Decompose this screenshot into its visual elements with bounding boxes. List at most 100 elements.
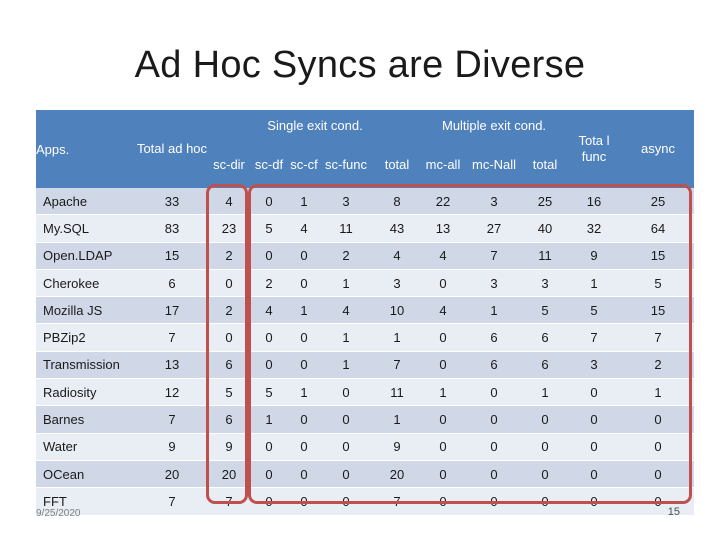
app-name: Water bbox=[36, 433, 136, 461]
total-ad-hoc-cell: 7 bbox=[136, 487, 208, 516]
total-ad-hoc-cell: 33 bbox=[136, 188, 208, 216]
sc-cf-cell: 0 bbox=[288, 242, 320, 270]
app-name: Apache bbox=[36, 188, 136, 216]
ad-hoc-sync-table: Apps. Total ad hoc Single exit cond. Mul… bbox=[36, 110, 695, 516]
mc-nall-cell: 3 bbox=[464, 188, 525, 216]
total-func-cell: 3 bbox=[566, 351, 623, 380]
sc-cf-cell: 0 bbox=[288, 405, 320, 434]
sc-df-cell: 0 bbox=[250, 242, 288, 270]
header-sc-func: sc-func bbox=[320, 142, 372, 188]
total-func-cell: 32 bbox=[566, 214, 623, 243]
async-cell: 5 bbox=[622, 269, 695, 298]
sc-df-cell: 0 bbox=[250, 323, 288, 352]
async-cell: 1 bbox=[622, 378, 695, 407]
table-row: FFT 7 7 0 0 0 7 0 0 0 0 0 bbox=[36, 487, 695, 516]
app-name: OCean bbox=[36, 460, 136, 489]
sc-dir-cell: 0 bbox=[208, 269, 250, 298]
single-total-cell: 11 bbox=[372, 378, 423, 407]
mc-nall-cell: 0 bbox=[464, 405, 525, 434]
mc-all-cell: 4 bbox=[422, 296, 465, 325]
mc-all-cell: 0 bbox=[422, 460, 465, 489]
total-func-cell: 1 bbox=[566, 269, 623, 298]
sc-func-cell: 0 bbox=[320, 405, 372, 434]
total-ad-hoc-cell: 7 bbox=[136, 323, 208, 352]
async-cell: 0 bbox=[622, 460, 695, 489]
sc-cf-cell: 0 bbox=[288, 433, 320, 461]
single-total-cell: 1 bbox=[372, 323, 423, 352]
sc-cf-cell: 4 bbox=[288, 214, 320, 243]
table-row: My.SQL 83 23 5 4 11 43 13 27 40 32 64 bbox=[36, 214, 695, 243]
page-number: 15 bbox=[667, 506, 680, 518]
header-multi-total: total bbox=[524, 142, 567, 188]
sc-cf-cell: 0 bbox=[288, 487, 320, 516]
table-row: PBZip2 7 0 0 0 1 1 0 6 6 7 7 bbox=[36, 323, 695, 352]
mc-all-cell: 1 bbox=[422, 378, 465, 407]
total-ad-hoc-cell: 17 bbox=[136, 296, 208, 325]
sc-cf-cell: 1 bbox=[288, 188, 320, 216]
app-name: Cherokee bbox=[36, 269, 136, 298]
header-mc-nall: mc-Nall bbox=[464, 142, 525, 188]
total-func-cell: 0 bbox=[566, 487, 623, 516]
mc-nall-cell: 1 bbox=[464, 296, 525, 325]
total-ad-hoc-cell: 20 bbox=[136, 460, 208, 489]
app-name: Barnes bbox=[36, 405, 136, 434]
total-ad-hoc-cell: 12 bbox=[136, 378, 208, 407]
total-func-cell: 0 bbox=[566, 378, 623, 407]
single-total-cell: 43 bbox=[372, 214, 423, 243]
sc-dir-cell: 4 bbox=[208, 188, 250, 216]
async-cell: 25 bbox=[622, 188, 695, 216]
total-func-cell: 5 bbox=[566, 296, 623, 325]
sc-dir-cell: 6 bbox=[208, 405, 250, 434]
sc-cf-cell: 0 bbox=[288, 460, 320, 489]
sc-df-cell: 0 bbox=[250, 188, 288, 216]
mc-all-cell: 22 bbox=[422, 188, 465, 216]
mc-all-cell: 13 bbox=[422, 214, 465, 243]
sc-dir-cell: 2 bbox=[208, 296, 250, 325]
mc-nall-cell: 3 bbox=[464, 269, 525, 298]
multi-total-cell: 1 bbox=[524, 378, 567, 407]
total-ad-hoc-cell: 13 bbox=[136, 351, 208, 380]
sc-func-cell: 3 bbox=[320, 188, 372, 216]
mc-nall-cell: 0 bbox=[464, 378, 525, 407]
sc-func-cell: 0 bbox=[320, 487, 372, 516]
table-row: Radiosity 12 5 5 1 0 11 1 0 1 0 1 bbox=[36, 378, 695, 407]
app-name: Radiosity bbox=[36, 378, 136, 407]
sc-dir-cell: 23 bbox=[208, 214, 250, 243]
sc-cf-cell: 1 bbox=[288, 378, 320, 407]
header-mc-all: mc-all bbox=[422, 142, 465, 188]
sc-dir-cell: 20 bbox=[208, 460, 250, 489]
total-ad-hoc-cell: 15 bbox=[136, 242, 208, 270]
multi-total-cell: 0 bbox=[524, 405, 567, 434]
sc-df-cell: 0 bbox=[250, 433, 288, 461]
sc-cf-cell: 0 bbox=[288, 351, 320, 380]
table-row: Transmission 13 6 0 0 1 7 0 6 6 3 2 bbox=[36, 351, 695, 380]
sc-func-cell: 0 bbox=[320, 378, 372, 407]
table-row: Barnes 7 6 1 0 0 1 0 0 0 0 0 bbox=[36, 405, 695, 434]
sc-func-cell: 0 bbox=[320, 433, 372, 461]
mc-nall-cell: 6 bbox=[464, 351, 525, 380]
header-apps: Apps. bbox=[36, 110, 136, 188]
total-func-cell: 7 bbox=[566, 323, 623, 352]
total-func-cell: 16 bbox=[566, 188, 623, 216]
mc-all-cell: 0 bbox=[422, 351, 465, 380]
single-total-cell: 8 bbox=[372, 188, 423, 216]
single-total-cell: 7 bbox=[372, 487, 423, 516]
sc-dir-cell: 5 bbox=[208, 378, 250, 407]
multi-total-cell: 11 bbox=[524, 242, 567, 270]
header-multiple-exit: Multiple exit cond. bbox=[422, 110, 567, 142]
total-ad-hoc-cell: 9 bbox=[136, 433, 208, 461]
app-name: Mozilla JS bbox=[36, 296, 136, 325]
footer-date: 9/25/2020 bbox=[36, 508, 81, 519]
header-total-func: Tota l func bbox=[566, 110, 623, 188]
single-total-cell: 3 bbox=[372, 269, 423, 298]
single-total-cell: 4 bbox=[372, 242, 423, 270]
sc-df-cell: 5 bbox=[250, 214, 288, 243]
mc-nall-cell: 6 bbox=[464, 323, 525, 352]
mc-all-cell: 0 bbox=[422, 487, 465, 516]
header-single-total: total bbox=[372, 142, 423, 188]
sc-func-cell: 11 bbox=[320, 214, 372, 243]
sc-func-cell: 1 bbox=[320, 323, 372, 352]
multi-total-cell: 0 bbox=[524, 487, 567, 516]
multi-total-cell: 5 bbox=[524, 296, 567, 325]
single-total-cell: 7 bbox=[372, 351, 423, 380]
